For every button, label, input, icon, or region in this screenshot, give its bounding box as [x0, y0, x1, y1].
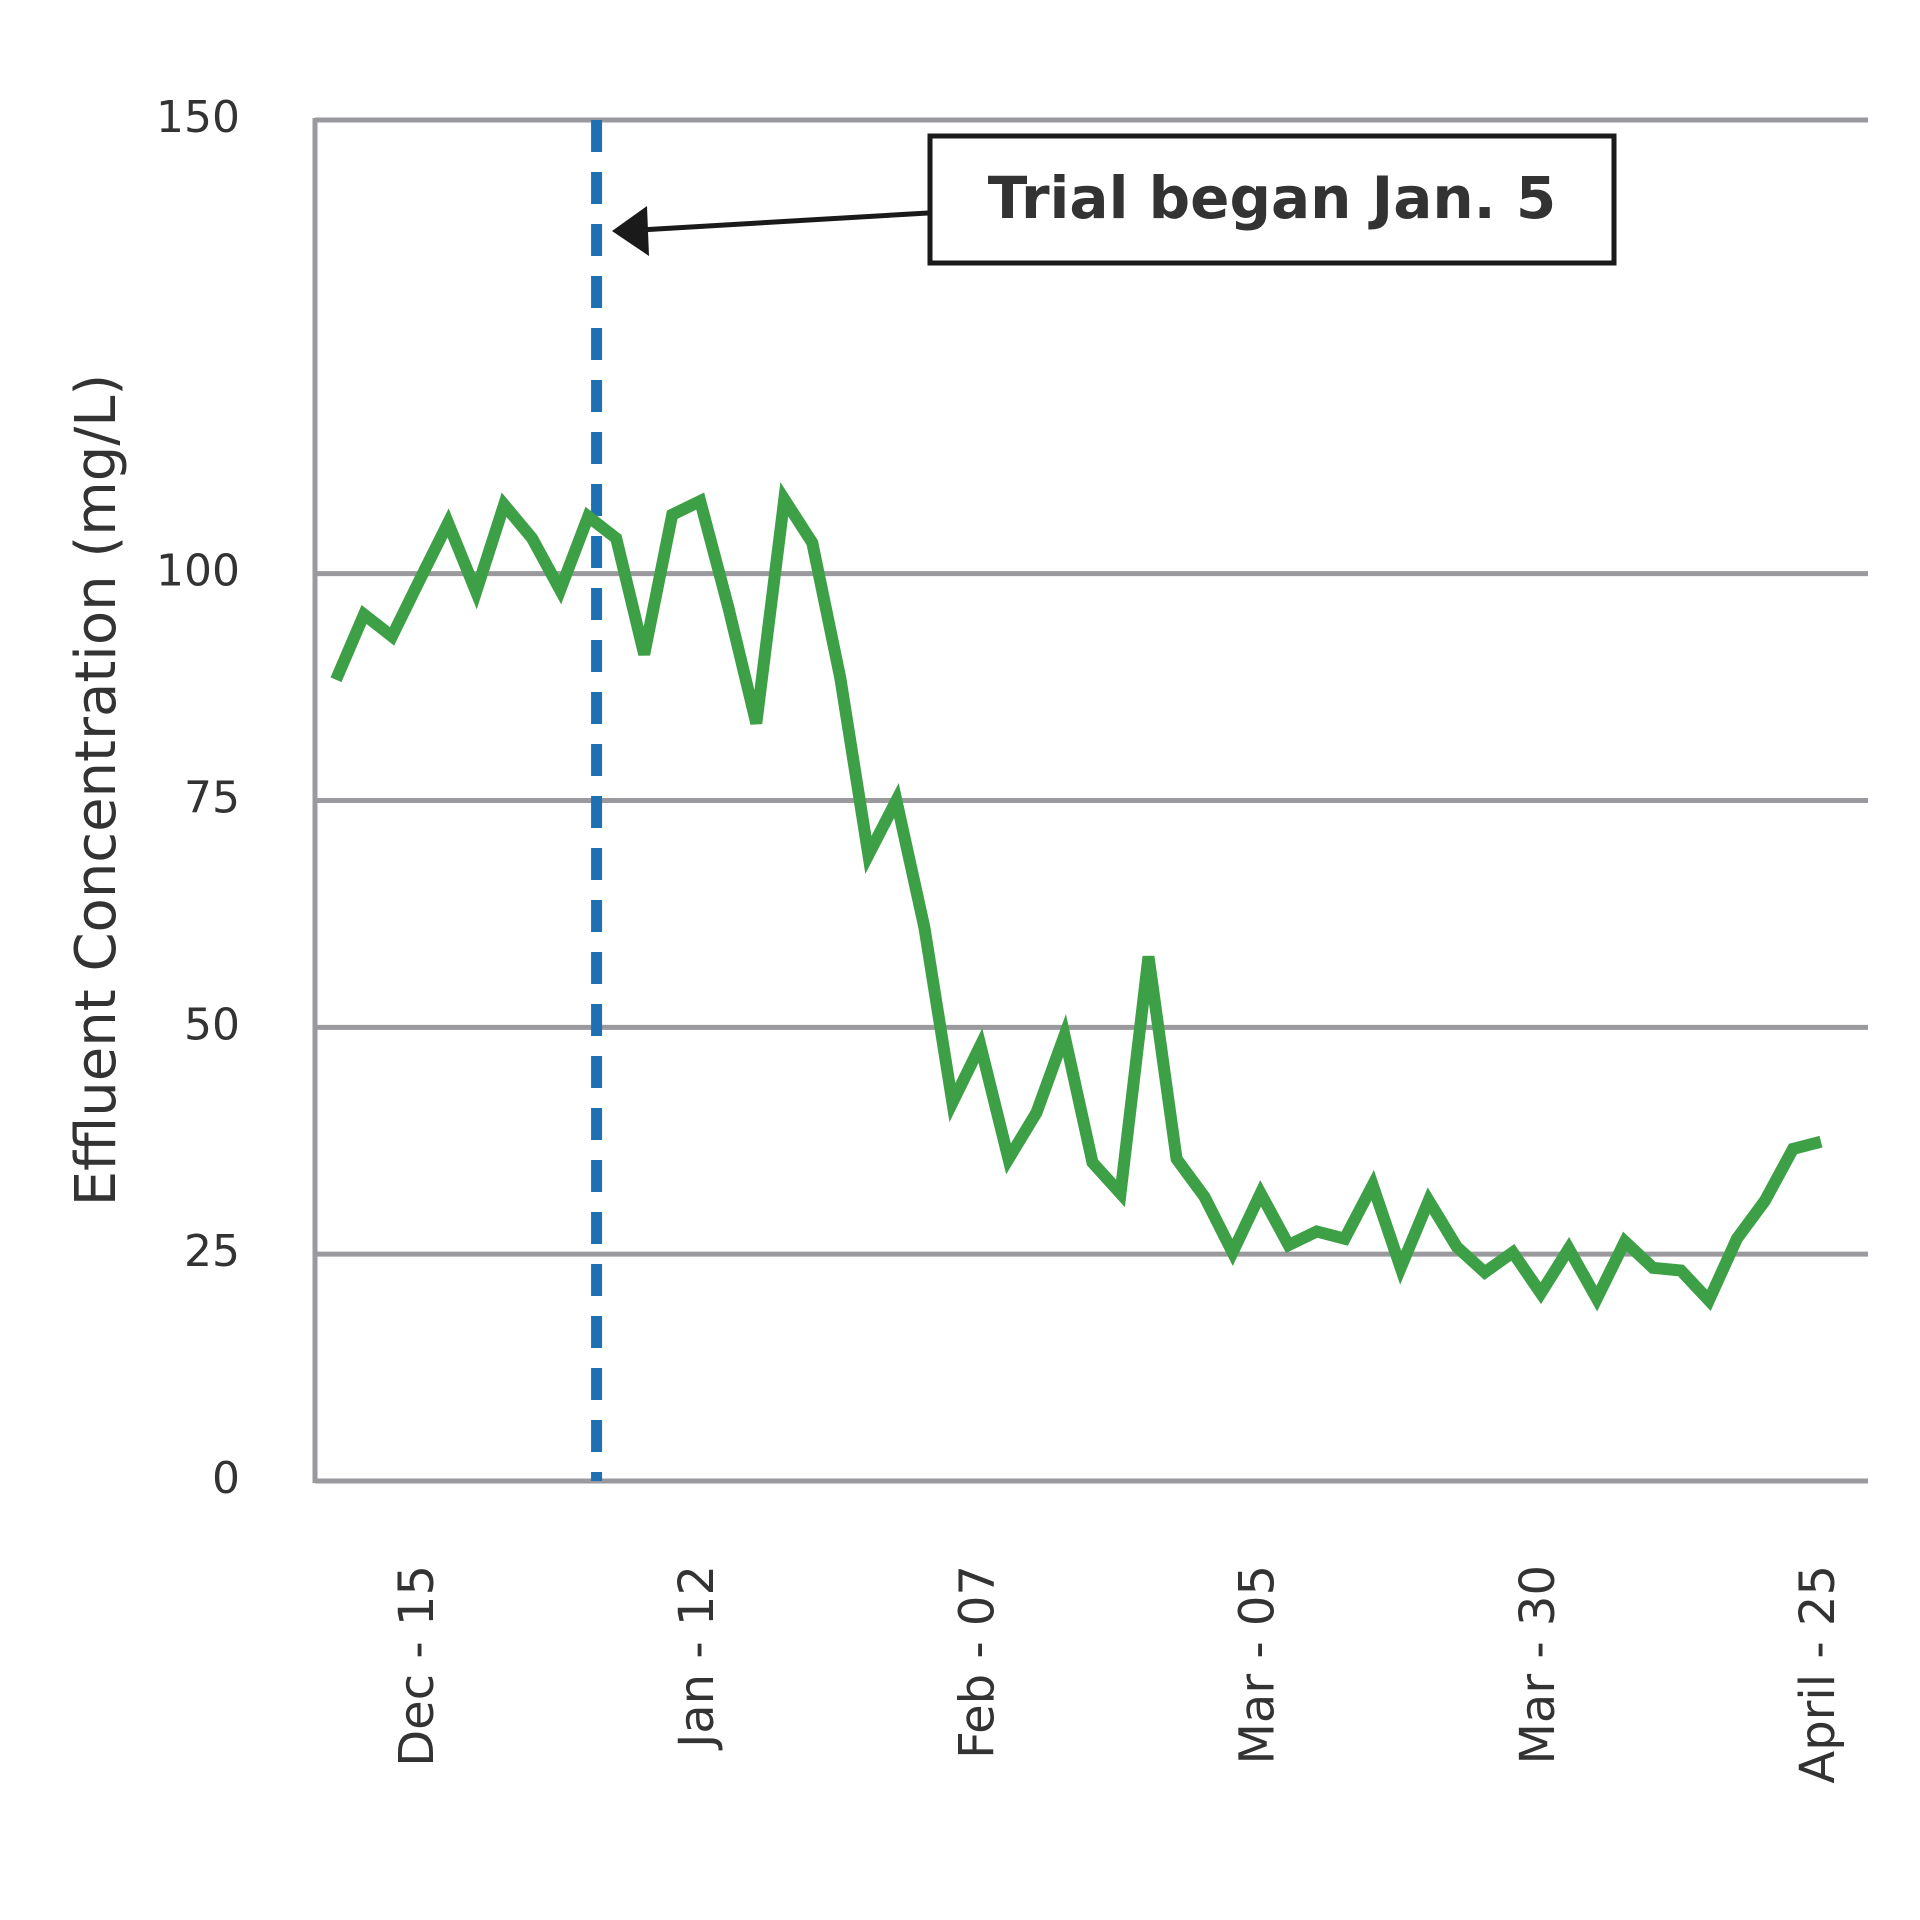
arrowhead — [612, 206, 649, 256]
x-tick-label: April - 25 — [1790, 1565, 1846, 1784]
y-axis-label: Effluent Concentration (mg/L) — [64, 374, 129, 1207]
x-tick-label: Jan - 12 — [669, 1565, 725, 1751]
x-tick-label: Feb - 07 — [949, 1565, 1005, 1759]
y-tick-label: 0 — [212, 1453, 240, 1504]
y-tick-label: 50 — [184, 999, 240, 1050]
y-tick-label: 100 — [156, 546, 240, 597]
data-line — [330, 482, 1823, 1312]
x-tick-label: Dec - 15 — [389, 1565, 445, 1767]
annotation-arrow — [639, 210, 929, 233]
y-tick-label: 75 — [184, 773, 240, 824]
x-tick-label: Mar - 05 — [1230, 1565, 1286, 1764]
annotation-box — [927, 133, 1617, 266]
annotation-text: Trial began Jan. 5 — [988, 164, 1556, 232]
y-tick-label: 150 — [156, 92, 240, 143]
x-tick-label: Mar - 30 — [1510, 1565, 1566, 1764]
y-tick-label: 25 — [184, 1226, 240, 1277]
